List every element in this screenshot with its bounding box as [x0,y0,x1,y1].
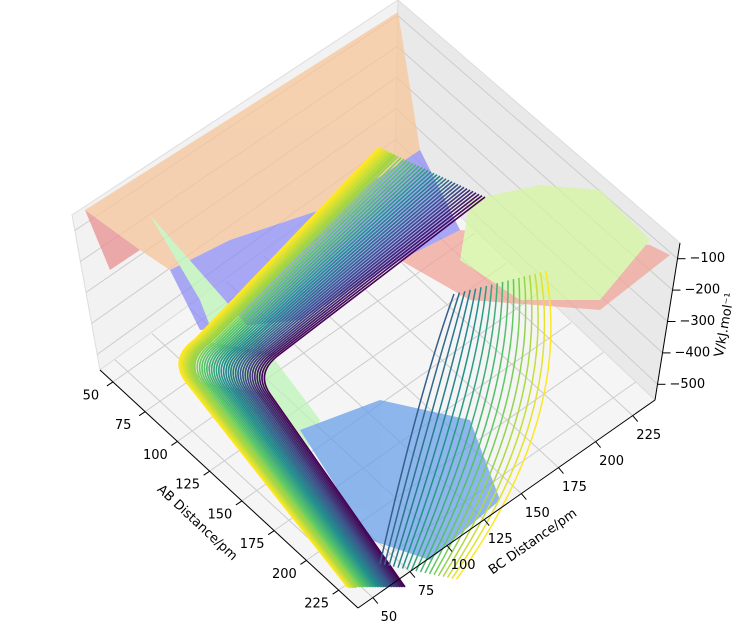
z-tick-label: −500 [670,377,706,392]
y-tick [483,519,490,526]
contour [249,187,468,588]
z-tick-label: −100 [690,251,726,266]
x-tick [300,559,307,565]
contour [227,175,441,588]
surface-channel [460,185,650,300]
x-tick [106,381,114,387]
x-tick [235,500,243,506]
x-tick-label: 175 [240,537,265,552]
contour [253,190,474,588]
contour [379,293,455,565]
contour [198,158,405,588]
y-tick-label: 225 [636,428,661,443]
x-tick-label: 125 [175,478,200,493]
contour [424,280,509,574]
contour [246,186,465,588]
y-tick-label: 125 [488,532,513,547]
contour [239,182,456,588]
contour [241,183,459,588]
contour [256,192,477,588]
y-tick [632,415,639,422]
contour [210,165,420,588]
contour [222,172,435,588]
x-tick-label: 225 [304,597,329,612]
surface-plateau [85,12,420,270]
contour [196,157,402,588]
y-tick-label: 75 [418,584,435,599]
x-tick [138,411,146,417]
contour [392,289,471,567]
contour [220,171,432,588]
z-tick-label: −300 [680,314,716,329]
contour [446,273,539,578]
y-tick [595,441,601,448]
contours [178,146,552,589]
y-tick [446,545,453,552]
contour [410,284,493,571]
contour [203,161,411,588]
contour [397,288,477,568]
contour [190,153,397,589]
z-tick-label: −400 [675,345,711,360]
contour [401,287,482,569]
y-tick [372,597,379,604]
x-tick [203,470,210,476]
surface-edge [85,210,140,270]
contour [388,291,466,567]
z-tick-label: −200 [685,283,721,298]
x-tick [332,589,339,595]
x-axis-line [99,369,359,609]
x-tick-label: 75 [115,418,132,433]
y-tick-label: 150 [525,506,550,521]
contour [433,277,521,576]
contour [258,193,480,588]
x-axis-label: AB Distance/pm [154,482,240,564]
contour [406,285,488,570]
contour [442,275,533,577]
x-tick-label: 150 [207,507,232,522]
contour [455,270,552,580]
y-tick [520,493,527,500]
contour [217,169,429,588]
contour [229,176,444,588]
contour [451,272,546,579]
contour [208,164,417,588]
contour [225,174,438,588]
x-tick-label: 100 [143,448,168,463]
contour [428,279,515,575]
contour [251,189,471,588]
contour [193,155,399,588]
x-tick [267,530,275,536]
contour [215,168,426,588]
y-tick [409,571,416,578]
contour [415,283,498,572]
contour [437,276,527,577]
y-tick-label: 175 [562,480,587,495]
x-tick [171,440,178,446]
contour [201,160,408,588]
axes: 50 75 100 125 150 175 200 225 50 75 100 125 150 175 20… [83,242,726,625]
contour [261,194,483,588]
y-axis-line [357,399,656,609]
contour [237,180,453,588]
y-tick-label: 200 [599,454,624,469]
contour [383,292,461,566]
contour [419,281,504,573]
contour [232,178,447,588]
y-tick-label: 50 [381,610,398,625]
contour [244,185,462,588]
y-tick [558,467,564,474]
contour [263,196,486,588]
x-tick-label: 200 [272,567,297,582]
contour [205,162,414,588]
contour [234,179,450,588]
contour [213,167,423,588]
y-tick-label: 100 [451,558,476,573]
z-axis-line [654,242,681,401]
x-tick-label: 50 [83,388,100,403]
